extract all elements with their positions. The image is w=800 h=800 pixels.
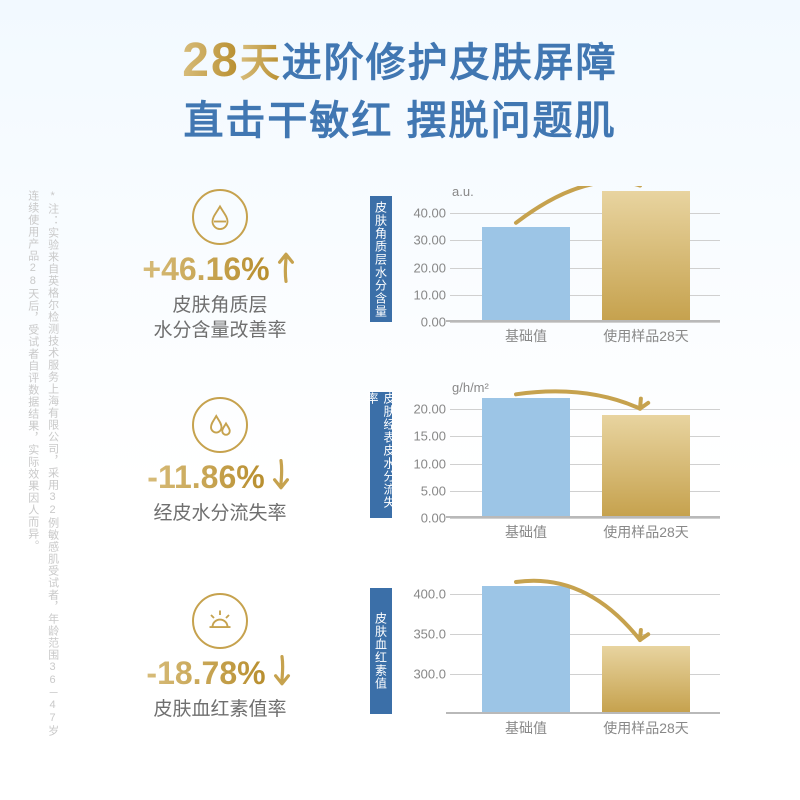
bar-chart: 皮肤经表皮水分流失率 g/h/m² 0.00 5.00 10.00 15.00 20.00 基… — [370, 382, 720, 542]
plot-area: a.u.0.0010.0020.0030.0040.00 — [392, 186, 720, 322]
plot-area: g/h/m²0.005.0010.0015.0020.00 — [392, 382, 720, 518]
y-axis-label: 皮肤角质层水分含量 — [370, 196, 392, 322]
metric-name: 经皮水分流失率 — [70, 502, 370, 527]
baseline — [446, 712, 720, 714]
icon-wrap — [70, 189, 370, 245]
y-tick: 300.0 — [392, 667, 446, 682]
icon-wrap — [70, 397, 370, 453]
baseline — [446, 320, 720, 322]
plot-area: 300.0 350.0 400.0 — [392, 578, 720, 714]
arrow-up-icon — [274, 251, 298, 288]
metric-row: -11.86% 经皮水分流失率皮肤经表皮水分流失率 g/h/m² 0.00 5.00 1… — [70, 382, 800, 542]
x-category: 基础值 — [466, 522, 586, 542]
y-axis-label: 皮肤血红素值 — [370, 588, 392, 714]
metric-name: 皮肤角质层水分含量改善率 — [70, 294, 370, 343]
headline-day: 天 — [240, 41, 282, 85]
y-tick: 10.00 — [392, 456, 446, 471]
percentage: +46.16% — [142, 251, 269, 288]
y-tick: 5.00 — [392, 483, 446, 498]
y-tick: 350.0 — [392, 627, 446, 642]
y-tick: 40.00 — [392, 206, 446, 221]
sunset-icon — [192, 593, 248, 649]
metric-row: -18.78% 皮肤血红素值率皮肤血红素值300.0 350.0 400.0 基础值使… — [70, 578, 800, 738]
bar — [482, 398, 570, 516]
metric-left: +46.16% 皮肤角质层水分含量改善率 — [70, 189, 370, 343]
x-category: 基础值 — [466, 718, 586, 738]
y-tick: 0.00 — [392, 315, 446, 330]
metric-name: 皮肤血红素值率 — [70, 698, 370, 723]
headline-rest1: 进阶修护皮肤屏障 — [282, 41, 618, 85]
unit-label: g/h/m² — [452, 380, 489, 395]
y-axis-label: 皮肤经表皮水分流失率 — [370, 392, 392, 518]
y-tick: 30.00 — [392, 233, 446, 248]
rows-container: +46.16% 皮肤角质层水分含量改善率皮肤角质层水分含量 a.u. 0.00 10.… — [0, 186, 800, 738]
stat-line: -18.78% — [146, 655, 293, 692]
x-category: 使用样品28天 — [586, 326, 706, 346]
headline: 28天进阶修护皮肤屏障 直击干敏红 摆脱问题肌 — [0, 0, 800, 146]
gridline — [450, 518, 720, 519]
bar — [482, 227, 570, 320]
bar — [602, 191, 690, 320]
x-category: 使用样品28天 — [586, 522, 706, 542]
bar-chart: 皮肤血红素值300.0 350.0 400.0 基础值使用样品28天 — [370, 578, 720, 738]
y-tick: 400.0 — [392, 587, 446, 602]
metric-left: -18.78% 皮肤血红素值率 — [70, 593, 370, 723]
headline-line2: 直击干敏红 摆脱问题肌 — [0, 88, 800, 146]
percentage: -18.78% — [146, 655, 265, 692]
baseline — [446, 516, 720, 518]
arrow-down-icon — [270, 655, 294, 692]
icon-wrap — [70, 593, 370, 649]
unit-label: a.u. — [452, 184, 474, 199]
gridline — [450, 322, 720, 323]
bar — [602, 415, 690, 516]
water-drop-icon — [192, 189, 248, 245]
bar-chart: 皮肤角质层水分含量 a.u. 0.00 10.00 20.00 30.00 40.00 基础值… — [370, 186, 720, 346]
headline-number: 28 — [182, 34, 239, 87]
y-tick: 15.00 — [392, 429, 446, 444]
percentage: -11.86% — [147, 459, 264, 496]
stat-line: +46.16% — [142, 251, 297, 288]
bar — [482, 586, 570, 712]
disclaimer-l2: 连续使用产品28天后，受试者自评数据结果，实际效果因人而异。 — [27, 190, 39, 552]
y-tick: 10.00 — [392, 287, 446, 302]
double-drop-icon — [192, 397, 248, 453]
stat-line: -11.86% — [147, 459, 292, 496]
disclaimer: *注：实验来自英格尔检测技术服务上海有限公司，采用32例敏感肌受试者，年龄范围3… — [22, 190, 62, 750]
x-category: 基础值 — [466, 326, 586, 346]
y-tick: 20.00 — [392, 402, 446, 417]
metric-row: +46.16% 皮肤角质层水分含量改善率皮肤角质层水分含量 a.u. 0.00 10.… — [70, 186, 800, 346]
x-category: 使用样品28天 — [586, 718, 706, 738]
y-tick: 0.00 — [392, 511, 446, 526]
y-tick: 20.00 — [392, 260, 446, 275]
disclaimer-l1: *注：实验来自英格尔检测技术服务上海有限公司，采用32例敏感肌受试者，年龄范围3… — [47, 190, 59, 737]
arrow-down-icon — [269, 459, 293, 496]
bar — [602, 646, 690, 712]
metric-left: -11.86% 经皮水分流失率 — [70, 397, 370, 527]
